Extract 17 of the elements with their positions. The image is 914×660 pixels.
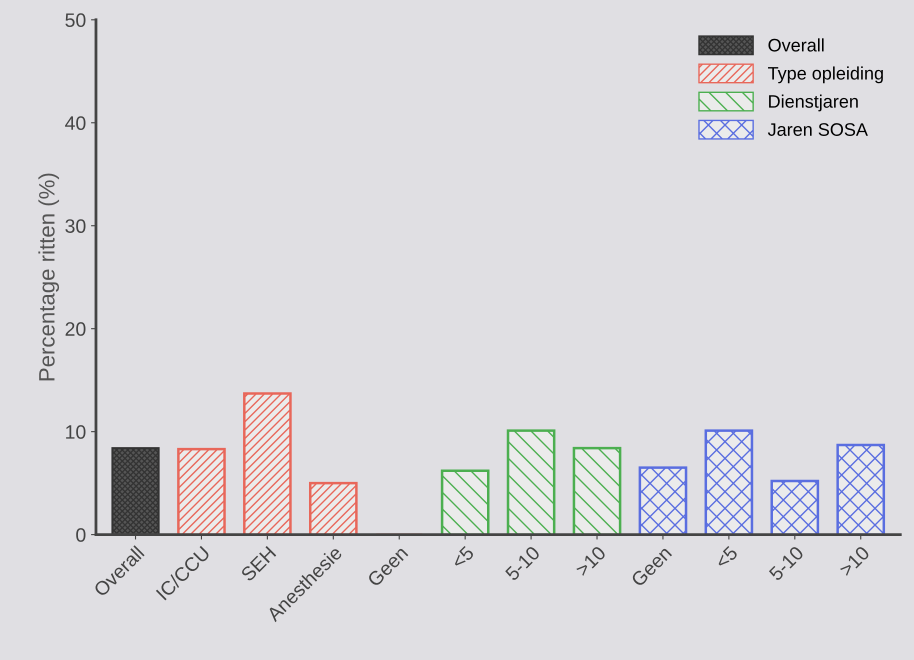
legend-label: Overall <box>768 38 824 52</box>
x-tick-label: >10 <box>574 545 607 578</box>
y-tick-label: 0 <box>76 528 86 542</box>
y-tick-label: 20 <box>66 322 86 336</box>
legend-label: Type opleiding <box>768 66 883 84</box>
y-tick-label: 40 <box>65 116 86 130</box>
x-tick-label: 5-10 <box>504 545 541 582</box>
legend-label: Dienstjaren <box>769 94 858 112</box>
x-tick-label: 5-10 <box>768 545 804 582</box>
y-tick-label: 30 <box>65 219 86 233</box>
legend-label: Jaren SOSA <box>768 123 868 136</box>
x-tick-label: <5 <box>714 545 738 570</box>
x-tick-label: <5 <box>450 545 475 570</box>
y-tick-label: 10 <box>66 425 86 439</box>
y-tick-label: 50 <box>65 13 86 28</box>
x-tick-label: >10 <box>838 545 870 578</box>
y-axis-title: Percentage ritten (%) <box>38 174 60 380</box>
